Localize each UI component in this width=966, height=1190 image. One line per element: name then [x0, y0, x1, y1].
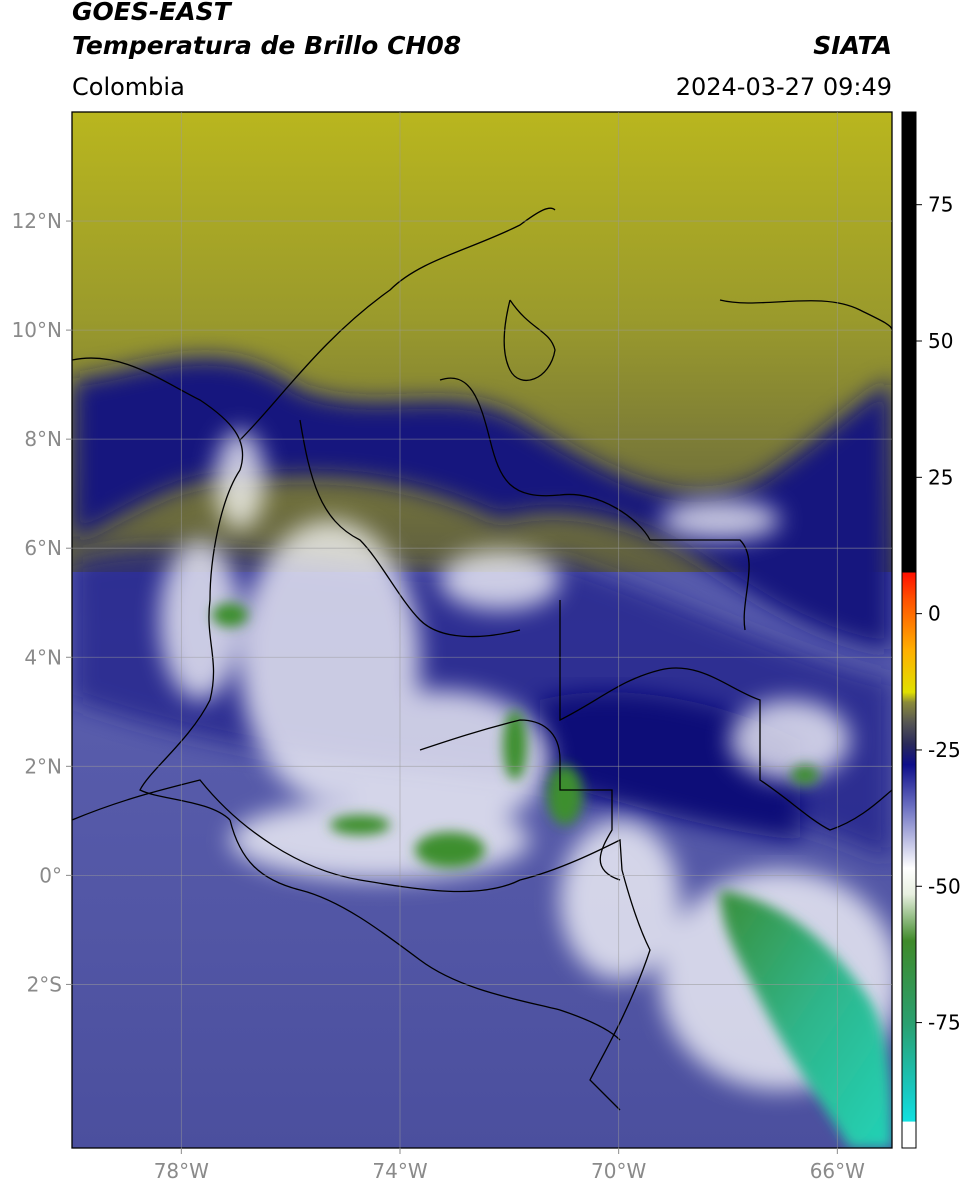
- title: GOES-EAST: [72, 0, 233, 26]
- source: SIATA: [813, 31, 892, 60]
- y-tick-label: 2°S: [27, 972, 62, 996]
- colorbar-tick-label: -75: [928, 1011, 961, 1035]
- colorbar: [901, 111, 917, 1149]
- subtitle: Temperatura de Brillo CH08: [72, 31, 461, 60]
- colorbar-tick-label: -50: [928, 874, 961, 898]
- colorbar-tick-label: 0: [928, 602, 941, 626]
- x-tick-label: 70°W: [591, 1159, 646, 1183]
- datetime: 2024-03-27 09:49: [676, 73, 892, 101]
- map-frame: [71, 111, 893, 1149]
- y-tick-label: 8°N: [24, 427, 62, 451]
- x-tick-label: 74°W: [372, 1159, 427, 1183]
- x-tick-label: 66°W: [810, 1159, 865, 1183]
- y-tick-label: 0°: [39, 863, 62, 887]
- y-tick-label: 10°N: [12, 318, 62, 342]
- colorbar-tick-label: 50: [928, 329, 953, 353]
- region: Colombia: [72, 73, 185, 101]
- colorbar-tick-label: 25: [928, 465, 953, 489]
- colorbar-tick-label: 75: [928, 193, 953, 217]
- y-tick-label: 2°N: [24, 754, 62, 778]
- satellite-image: [72, 112, 892, 1148]
- x-tick-label: 78°W: [154, 1159, 209, 1183]
- ticks: 78°W 74°W 70°W 66°W 12°N 10°N 8°N 6°N 4°N 2°N 0° 2°…: [12, 112, 961, 1183]
- colorbar-tick-label: -25: [928, 738, 961, 762]
- y-tick-label: 4°N: [24, 645, 62, 669]
- y-tick-label: 6°N: [24, 536, 62, 560]
- y-tick-label: 12°N: [12, 209, 62, 233]
